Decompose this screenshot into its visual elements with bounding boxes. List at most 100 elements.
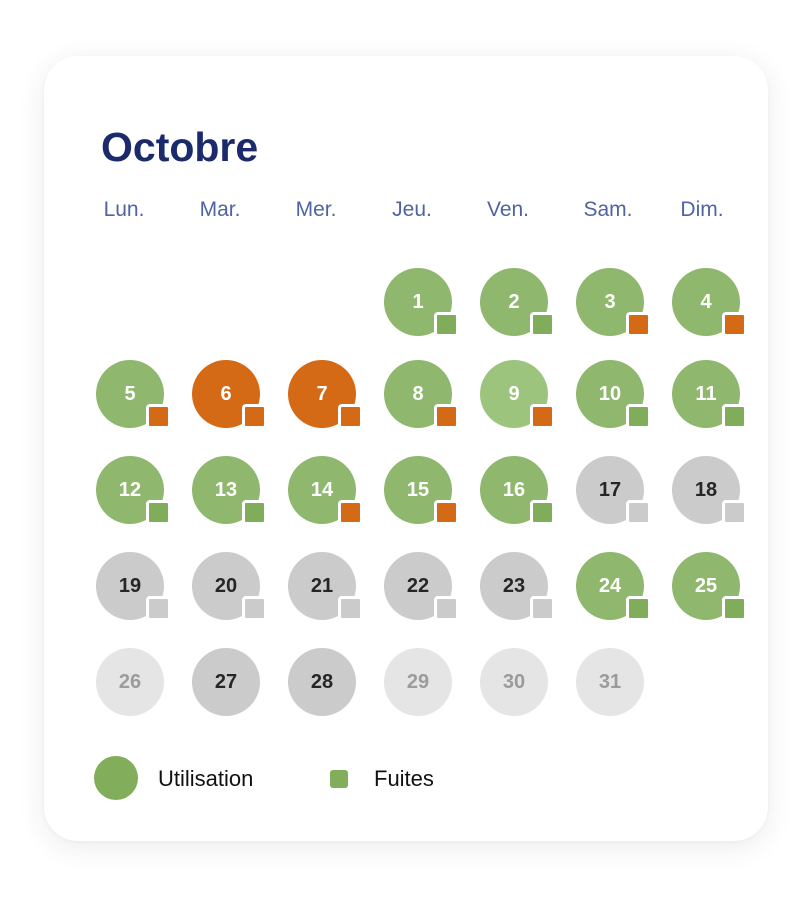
calendar-day[interactable]: 9 — [480, 360, 555, 429]
leaks-legend-swatch — [330, 770, 348, 788]
month-title: Octobre — [101, 124, 259, 170]
day-usage-circle: 18 — [672, 456, 740, 524]
leak-indicator — [722, 500, 747, 525]
calendar-day[interactable]: 26 — [96, 648, 164, 716]
day-usage-circle: 11 — [672, 360, 740, 428]
day-number: 30 — [502, 670, 526, 693]
day-usage-circle: 31 — [576, 648, 644, 716]
calendar-day[interactable]: 28 — [288, 648, 356, 716]
day-usage-circle: 27 — [192, 648, 260, 716]
calendar-day[interactable]: 11 — [672, 360, 747, 429]
leak-indicator — [338, 404, 363, 429]
leaks-legend-label: Fuites — [374, 766, 434, 791]
day-number: 23 — [502, 574, 526, 597]
leak-indicator — [146, 596, 171, 621]
day-usage-circle: 17 — [576, 456, 644, 524]
calendar-day[interactable]: 17 — [576, 456, 651, 525]
day-number: 5 — [124, 382, 136, 405]
leak-indicator — [722, 312, 747, 337]
day-number: 12 — [118, 478, 142, 501]
day-number: 22 — [406, 574, 430, 597]
calendar-day[interactable]: 14 — [288, 456, 363, 525]
leak-indicator — [722, 596, 747, 621]
calendar-day[interactable]: 21 — [288, 552, 363, 621]
usage-legend-swatch — [94, 756, 138, 800]
calendar-day[interactable]: 25 — [672, 552, 747, 621]
leak-indicator — [626, 312, 651, 337]
day-number: 25 — [694, 574, 718, 597]
day-number: 24 — [598, 574, 622, 597]
calendar-day[interactable]: 2 — [480, 268, 555, 337]
leak-indicator — [626, 500, 651, 525]
usage-legend-label: Utilisation — [158, 766, 254, 791]
day-number: 18 — [694, 478, 718, 501]
day-number: 20 — [214, 574, 238, 597]
leak-indicator — [626, 596, 651, 621]
leak-indicator — [434, 312, 459, 337]
day-number: 27 — [214, 670, 238, 693]
day-number: 26 — [118, 670, 142, 693]
leak-indicator — [434, 404, 459, 429]
day-number: 28 — [310, 670, 334, 693]
calendar-day[interactable]: 31 — [576, 648, 644, 716]
day-usage-circle: 30 — [480, 648, 548, 716]
leak-indicator — [338, 500, 363, 525]
weekday-label: Jeu. — [392, 198, 432, 221]
leak-indicator — [722, 404, 747, 429]
day-number: 1 — [412, 290, 424, 313]
weekday-label: Mar. — [199, 198, 241, 221]
leak-indicator — [146, 500, 171, 525]
weekday-label: Ven. — [486, 198, 530, 221]
calendar-day[interactable]: 5 — [96, 360, 171, 429]
leak-indicator — [242, 500, 267, 525]
calendar-day[interactable]: 7 — [288, 360, 363, 429]
calendar-day[interactable]: 13 — [192, 456, 267, 525]
day-number: 31 — [598, 670, 622, 693]
calendar-day[interactable]: 22 — [384, 552, 459, 621]
leak-indicator — [242, 596, 267, 621]
calendar-day[interactable]: 3 — [576, 268, 651, 337]
calendar-day[interactable]: 29 — [384, 648, 452, 716]
day-usage-circle: 26 — [96, 648, 164, 716]
leak-indicator — [626, 404, 651, 429]
leak-indicator — [530, 312, 555, 337]
day-number: 13 — [214, 478, 238, 501]
day-number: 3 — [604, 290, 616, 313]
day-number: 4 — [700, 290, 712, 313]
calendar-day[interactable]: 23 — [480, 552, 555, 621]
day-number: 10 — [598, 382, 622, 405]
calendar-day[interactable]: 19 — [96, 552, 171, 621]
weekday-label: Lun. — [103, 198, 145, 221]
calendar-day[interactable]: 16 — [480, 456, 555, 525]
calendar-day[interactable]: 12 — [96, 456, 171, 525]
day-number: 9 — [508, 382, 520, 405]
calendar-day[interactable]: 6 — [192, 360, 267, 429]
calendar-card — [44, 56, 768, 841]
calendar-day[interactable]: 1 — [384, 268, 459, 337]
day-number: 7 — [316, 382, 328, 405]
weekday-label: Sam. — [583, 198, 633, 221]
calendar-day[interactable]: 20 — [192, 552, 267, 621]
day-number: 29 — [406, 670, 430, 693]
weekday-label: Mer. — [295, 198, 337, 221]
leak-indicator — [434, 596, 459, 621]
day-usage-circle: 13 — [192, 456, 260, 524]
calendar-day[interactable]: 15 — [384, 456, 459, 525]
day-number: 8 — [412, 382, 424, 405]
calendar-day[interactable]: 24 — [576, 552, 651, 621]
day-number: 17 — [598, 478, 622, 501]
calendar-day[interactable]: 10 — [576, 360, 651, 429]
leak-indicator — [530, 500, 555, 525]
calendar-day[interactable]: 18 — [672, 456, 747, 525]
leak-indicator — [530, 404, 555, 429]
day-number: 2 — [508, 290, 520, 313]
calendar-day[interactable]: 27 — [192, 648, 260, 716]
leak-indicator — [146, 404, 171, 429]
calendar-day[interactable]: 30 — [480, 648, 548, 716]
day-number: 21 — [310, 574, 334, 597]
weekday-label: Dim. — [680, 198, 724, 221]
calendar-day[interactable]: 8 — [384, 360, 459, 429]
calendar-day[interactable]: 4 — [672, 268, 747, 337]
day-number: 15 — [406, 478, 430, 501]
day-number: 6 — [220, 382, 232, 405]
